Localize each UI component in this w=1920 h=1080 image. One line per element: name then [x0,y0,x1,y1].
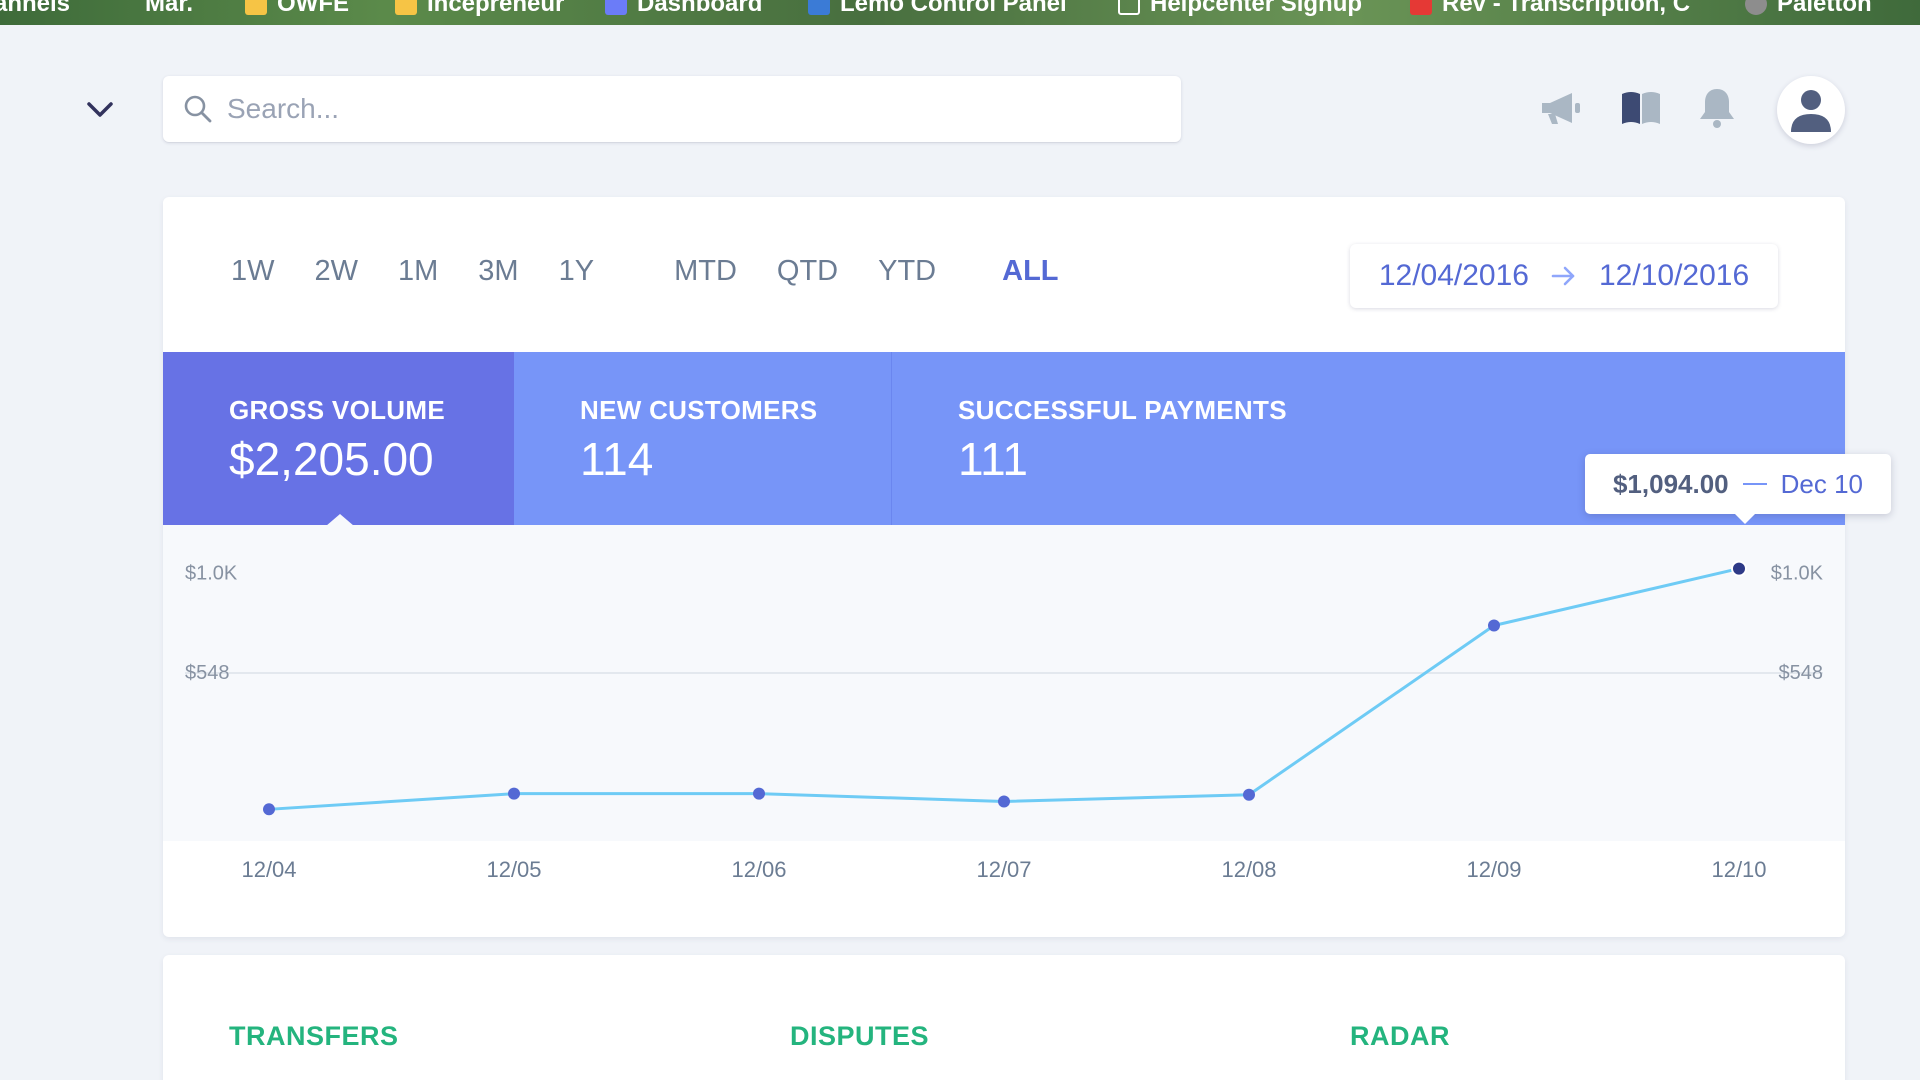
metric-label: SUCCESSFUL PAYMENTS [958,395,1287,425]
chart-background [163,525,1845,841]
search-input[interactable] [227,93,1127,125]
range-all[interactable]: ALL [1002,255,1059,287]
tooltip-amount: $1,094.00 [1612,468,1729,499]
bookmark-label: Helpcenter Signup [1150,0,1363,17]
metric-label: NEW CUSTOMERS [580,395,818,425]
arrow-right-icon [1551,266,1575,286]
bookmark-label: Rev - Transcription, C [1442,0,1691,17]
y-tick-label: $1.0K [1771,563,1824,585]
bell-icon[interactable] [1693,84,1741,132]
range-mtd[interactable]: MTD [674,255,737,287]
bookmark-label: Incepreneur [427,0,565,17]
data-point [753,787,765,800]
bookmark-label: Mar. [145,0,194,17]
x-tick-label: 12/04 [241,857,296,882]
metric-value: 111 [958,433,1028,485]
series-line [268,567,1740,811]
data-point [1731,560,1747,577]
line-chart: $1.0K $1.0K $548 $548 12/04 12/05 12/06 12/07 12… [185,560,1824,882]
bookmark-label: OWFE [277,0,349,17]
time-range-selector: 1W 2W 1M 3M 1Y MTD QTD YTD ALL [231,255,1099,288]
chart-tooltip: $1,094.00 Dec 10 [1585,454,1891,524]
bookmark-label: Paletton [1777,0,1872,17]
bookmark-item[interactable]: Paletton [1745,0,1872,18]
x-tick-label: 12/06 [731,857,786,882]
bookmark-item[interactable]: Lemo Control Panel [808,0,1067,18]
bookmarks-bar: annels Mar. OWFE Incepreneur Dashboard L… [0,0,1920,25]
x-tick-label: 12/07 [976,857,1031,882]
metric-successful-payments[interactable]: SUCCESSFUL PAYMENTS 111 [892,352,1845,525]
section-transfers[interactable]: TRANSFERS [229,1021,399,1051]
data-point [1243,788,1255,801]
start-date: 12/04/2016 [1378,259,1529,292]
bookmark-label: Dashboard [637,0,763,17]
folder-icon [245,0,267,15]
bookmark-label: Lemo Control Panel [840,0,1067,17]
metrics-bar: GROSS VOLUME $2,205.00 NEW CUSTOMERS 114… [163,352,1845,526]
bookmark-item[interactable]: annels [0,0,70,18]
end-date: 12/10/2016 [1599,259,1750,292]
range-3m[interactable]: 3M [478,255,519,287]
data-point [998,795,1010,808]
x-tick-label: 12/05 [486,857,541,882]
page-icon [1118,0,1140,15]
metric-label: GROSS VOLUME [229,395,445,425]
bookmark-item[interactable]: Rev - Transcription, C [1410,0,1690,18]
truck-icon [808,0,830,15]
bookmark-item[interactable]: OWFE [245,0,349,18]
bookmark-label: annels [0,0,71,17]
x-tick-label: 12/08 [1221,857,1276,882]
range-1m[interactable]: 1M [398,255,439,287]
section-disputes[interactable]: DISPUTES [790,1021,930,1051]
megaphone-icon[interactable] [1537,84,1585,132]
paletton-icon [1745,0,1767,15]
tooltip-date: Dec 10 [1780,468,1864,499]
data-point [1488,619,1500,632]
chevron-down-icon[interactable] [84,96,116,124]
y-tick-label: $1.0K [185,563,238,585]
rev-icon [1410,0,1432,15]
book-icon[interactable] [1617,84,1665,132]
range-1w[interactable]: 1W [231,255,275,287]
x-tick-label: 12/10 [1711,857,1766,882]
tooltip-dash [1742,483,1767,485]
bookmark-item[interactable]: Dashboard [605,0,762,18]
dashboard-icon [605,0,627,15]
search-icon [184,95,212,123]
range-1y[interactable]: 1Y [558,255,595,287]
dashboard-card: 1W 2W 1M 3M 1Y MTD QTD YTD ALL 12/04/201… [163,197,1891,937]
search-bar[interactable] [163,76,1181,142]
folder-icon [395,0,417,15]
active-caret [326,514,354,526]
user-avatar-icon[interactable] [1777,76,1845,144]
data-point [263,803,275,816]
bookmark-item[interactable]: Helpcenter Signup [1118,0,1362,18]
metric-value: $2,205.00 [229,433,434,485]
sections-card: TRANSFERS DISPUTES RADAR [163,955,1845,1080]
y-tick-label: $548 [185,662,230,684]
metric-gross-volume[interactable]: GROSS VOLUME $2,205.00 [163,352,514,526]
range-qtd[interactable]: QTD [776,255,839,287]
data-point [508,787,520,800]
date-range-picker[interactable]: 12/04/2016 12/10/2016 [1350,244,1778,308]
metric-new-customers[interactable]: NEW CUSTOMERS 114 [514,352,892,525]
metric-value: 114 [580,433,654,485]
y-tick-label: $548 [1779,662,1824,684]
range-ytd[interactable]: YTD [878,255,937,287]
range-2w[interactable]: 2W [314,255,359,287]
bookmark-item[interactable]: Incepreneur [395,0,564,18]
x-tick-label: 12/09 [1466,857,1521,882]
bookmark-item[interactable]: Mar. [145,0,193,18]
chart-area: $1.0K $1.0K $548 $548 12/04 12/05 12/06 12/07 12… [163,525,1845,937]
section-radar[interactable]: RADAR [1350,1021,1450,1051]
